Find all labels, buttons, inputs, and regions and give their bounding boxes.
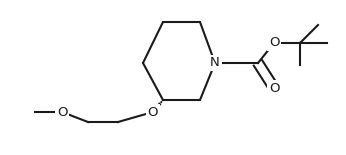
Text: O: O bbox=[269, 36, 279, 49]
Text: O: O bbox=[269, 82, 279, 95]
Text: N: N bbox=[210, 57, 220, 69]
Text: O: O bbox=[148, 106, 158, 119]
Text: O: O bbox=[57, 106, 67, 119]
